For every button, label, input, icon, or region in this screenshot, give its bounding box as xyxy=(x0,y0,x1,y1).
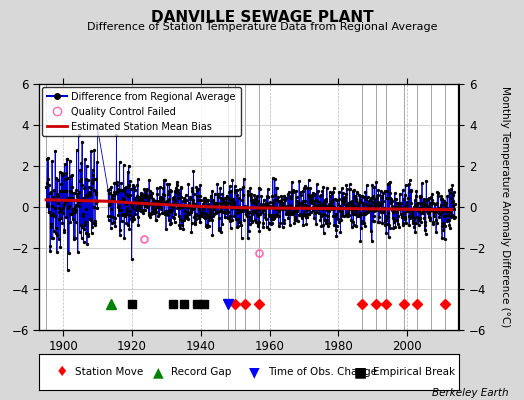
Legend: Difference from Regional Average, Quality Control Failed, Estimated Station Mean: Difference from Regional Average, Qualit… xyxy=(42,87,241,136)
Text: Difference of Station Temperature Data from Regional Average: Difference of Station Temperature Data f… xyxy=(87,22,437,32)
Text: ■: ■ xyxy=(354,365,367,379)
Text: Empirical Break: Empirical Break xyxy=(373,367,455,377)
Y-axis label: Monthly Temperature Anomaly Difference (°C): Monthly Temperature Anomaly Difference (… xyxy=(500,86,510,328)
Text: Time of Obs. Change: Time of Obs. Change xyxy=(268,367,377,377)
Text: Station Move: Station Move xyxy=(75,367,143,377)
Text: Berkeley Earth: Berkeley Earth xyxy=(432,388,508,398)
Text: ▲: ▲ xyxy=(152,365,163,379)
Text: ▼: ▼ xyxy=(249,365,259,379)
Text: Record Gap: Record Gap xyxy=(171,367,232,377)
Text: ♦: ♦ xyxy=(56,365,69,379)
Text: DANVILLE SEWAGE PLANT: DANVILLE SEWAGE PLANT xyxy=(151,10,373,25)
